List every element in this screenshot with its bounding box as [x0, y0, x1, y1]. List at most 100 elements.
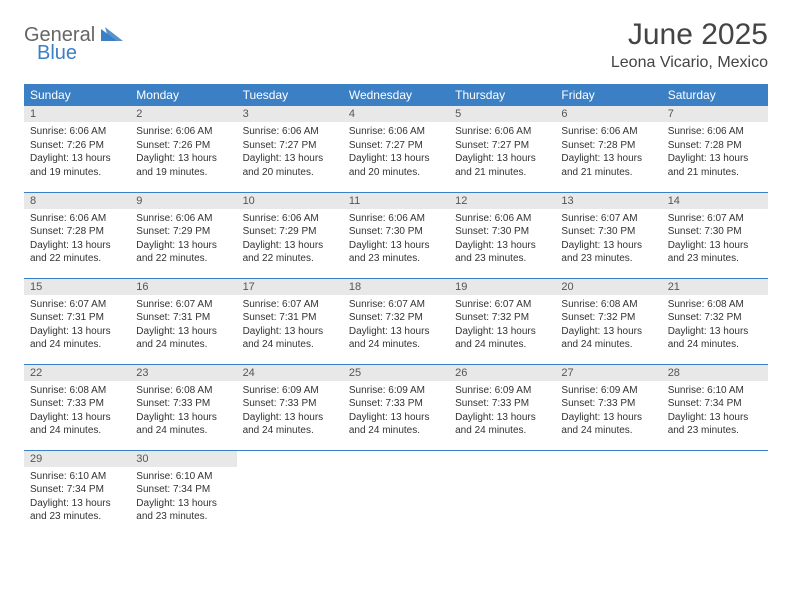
day-body: Sunrise: 6:06 AMSunset: 7:30 PMDaylight:…	[449, 209, 555, 272]
sunrise-line: Sunrise: 6:06 AM	[668, 125, 762, 139]
sunset-line: Sunset: 7:27 PM	[349, 139, 443, 153]
daylight-line: Daylight: 13 hours and 24 minutes.	[243, 325, 337, 352]
day-body: Sunrise: 6:10 AMSunset: 7:34 PMDaylight:…	[24, 467, 130, 530]
day-body: Sunrise: 6:07 AMSunset: 7:31 PMDaylight:…	[24, 295, 130, 358]
day-body: Sunrise: 6:07 AMSunset: 7:31 PMDaylight:…	[130, 295, 236, 358]
day-number: 25	[343, 365, 449, 381]
sunrise-line: Sunrise: 6:06 AM	[243, 212, 337, 226]
sunrise-line: Sunrise: 6:09 AM	[455, 384, 549, 398]
calendar-row: 15Sunrise: 6:07 AMSunset: 7:31 PMDayligh…	[24, 278, 768, 364]
sunset-line: Sunset: 7:33 PM	[30, 397, 124, 411]
day-header-saturday: Saturday	[662, 84, 768, 106]
sunset-line: Sunset: 7:31 PM	[243, 311, 337, 325]
day-number: 20	[555, 279, 661, 295]
sunset-line: Sunset: 7:33 PM	[349, 397, 443, 411]
calendar-cell: 18Sunrise: 6:07 AMSunset: 7:32 PMDayligh…	[343, 278, 449, 364]
day-header-tuesday: Tuesday	[237, 84, 343, 106]
calendar-cell	[343, 450, 449, 536]
sunset-line: Sunset: 7:28 PM	[668, 139, 762, 153]
calendar-cell: 16Sunrise: 6:07 AMSunset: 7:31 PMDayligh…	[130, 278, 236, 364]
daylight-line: Daylight: 13 hours and 24 minutes.	[668, 325, 762, 352]
sunset-line: Sunset: 7:32 PM	[349, 311, 443, 325]
sunset-line: Sunset: 7:27 PM	[455, 139, 549, 153]
day-number: 16	[130, 279, 236, 295]
day-number: 17	[237, 279, 343, 295]
calendar-cell: 20Sunrise: 6:08 AMSunset: 7:32 PMDayligh…	[555, 278, 661, 364]
daylight-line: Daylight: 13 hours and 22 minutes.	[243, 239, 337, 266]
sunset-line: Sunset: 7:27 PM	[243, 139, 337, 153]
calendar-cell: 30Sunrise: 6:10 AMSunset: 7:34 PMDayligh…	[130, 450, 236, 536]
calendar-cell: 28Sunrise: 6:10 AMSunset: 7:34 PMDayligh…	[662, 364, 768, 450]
daylight-line: Daylight: 13 hours and 22 minutes.	[136, 239, 230, 266]
calendar-cell: 29Sunrise: 6:10 AMSunset: 7:34 PMDayligh…	[24, 450, 130, 536]
daylight-line: Daylight: 13 hours and 23 minutes.	[455, 239, 549, 266]
day-header-wednesday: Wednesday	[343, 84, 449, 106]
day-header-monday: Monday	[130, 84, 236, 106]
calendar-row: 22Sunrise: 6:08 AMSunset: 7:33 PMDayligh…	[24, 364, 768, 450]
sunset-line: Sunset: 7:29 PM	[243, 225, 337, 239]
day-number: 18	[343, 279, 449, 295]
calendar-cell: 6Sunrise: 6:06 AMSunset: 7:28 PMDaylight…	[555, 106, 661, 192]
day-body: Sunrise: 6:09 AMSunset: 7:33 PMDaylight:…	[555, 381, 661, 444]
sunrise-line: Sunrise: 6:06 AM	[136, 212, 230, 226]
sunset-line: Sunset: 7:33 PM	[561, 397, 655, 411]
sunset-line: Sunset: 7:30 PM	[349, 225, 443, 239]
daylight-line: Daylight: 13 hours and 21 minutes.	[561, 152, 655, 179]
day-body: Sunrise: 6:06 AMSunset: 7:27 PMDaylight:…	[237, 122, 343, 185]
daylight-line: Daylight: 13 hours and 24 minutes.	[136, 325, 230, 352]
calendar-cell: 22Sunrise: 6:08 AMSunset: 7:33 PMDayligh…	[24, 364, 130, 450]
day-number: 7	[662, 106, 768, 122]
sunrise-line: Sunrise: 6:10 AM	[668, 384, 762, 398]
sunset-line: Sunset: 7:31 PM	[30, 311, 124, 325]
sunrise-line: Sunrise: 6:06 AM	[243, 125, 337, 139]
calendar-cell: 10 Sunrise: 6:06 AMSunset: 7:29 PMDayligh…	[237, 192, 343, 278]
day-body: Sunrise: 6:06 AMSunset: 7:29 PMDaylight:…	[130, 209, 236, 272]
sunrise-line: Sunrise: 6:06 AM	[561, 125, 655, 139]
sunset-line: Sunset: 7:26 PM	[30, 139, 124, 153]
day-header-thursday: Thursday	[449, 84, 555, 106]
day-header-sunday: Sunday	[24, 84, 130, 106]
day-number: 3	[237, 106, 343, 122]
daylight-line: Daylight: 13 hours and 24 minutes.	[136, 411, 230, 438]
calendar-cell	[555, 450, 661, 536]
day-number: 6	[555, 106, 661, 122]
sunrise-line: Sunrise: 6:06 AM	[349, 212, 443, 226]
day-body: Sunrise: 6:06 AMSunset: 7:28 PMDaylight:…	[24, 209, 130, 272]
sunrise-line: Sunrise: 6:08 AM	[136, 384, 230, 398]
sunset-line: Sunset: 7:31 PM	[136, 311, 230, 325]
daylight-line: Daylight: 13 hours and 19 minutes.	[30, 152, 124, 179]
day-number: 22	[24, 365, 130, 381]
day-body: Sunrise: 6:06 AMSunset: 7:28 PMDaylight:…	[555, 122, 661, 185]
calendar-cell: 23Sunrise: 6:08 AMSunset: 7:33 PMDayligh…	[130, 364, 236, 450]
day-body: Sunrise: 6:08 AMSunset: 7:33 PMDaylight:…	[24, 381, 130, 444]
sunset-line: Sunset: 7:30 PM	[455, 225, 549, 239]
daylight-line: Daylight: 13 hours and 23 minutes.	[668, 239, 762, 266]
day-header-row: SundayMondayTuesdayWednesdayThursdayFrid…	[24, 84, 768, 106]
day-number: 14	[662, 193, 768, 209]
day-number: 5	[449, 106, 555, 122]
daylight-line: Daylight: 13 hours and 24 minutes.	[349, 411, 443, 438]
calendar-cell: 26Sunrise: 6:09 AMSunset: 7:33 PMDayligh…	[449, 364, 555, 450]
logo-text-blue-wrap: Blue	[37, 42, 77, 65]
day-body: Sunrise: 6:10 AMSunset: 7:34 PMDaylight:…	[130, 467, 236, 530]
sunset-line: Sunset: 7:28 PM	[30, 225, 124, 239]
daylight-line: Daylight: 13 hours and 20 minutes.	[243, 152, 337, 179]
daylight-line: Daylight: 13 hours and 24 minutes.	[30, 411, 124, 438]
daylight-line: Daylight: 13 hours and 23 minutes.	[136, 497, 230, 524]
daylight-line: Daylight: 13 hours and 24 minutes.	[455, 411, 549, 438]
day-number: 10	[237, 193, 343, 209]
calendar-cell: 7Sunrise: 6:06 AMSunset: 7:28 PMDaylight…	[662, 106, 768, 192]
calendar-cell: 1Sunrise: 6:06 AMSunset: 7:26 PMDaylight…	[24, 106, 130, 192]
daylight-line: Daylight: 13 hours and 23 minutes.	[349, 239, 443, 266]
daylight-line: Daylight: 13 hours and 24 minutes.	[349, 325, 443, 352]
daylight-line: Daylight: 13 hours and 23 minutes.	[561, 239, 655, 266]
calendar-cell: 5Sunrise: 6:06 AMSunset: 7:27 PMDaylight…	[449, 106, 555, 192]
day-header-friday: Friday	[555, 84, 661, 106]
sunset-line: Sunset: 7:34 PM	[30, 483, 124, 497]
calendar-cell: 21Sunrise: 6:08 AMSunset: 7:32 PMDayligh…	[662, 278, 768, 364]
daylight-line: Daylight: 13 hours and 21 minutes.	[455, 152, 549, 179]
sunset-line: Sunset: 7:33 PM	[455, 397, 549, 411]
title-block: June 2025 Leona Vicario, Mexico	[611, 18, 768, 72]
sunset-line: Sunset: 7:32 PM	[668, 311, 762, 325]
day-number: 12	[449, 193, 555, 209]
